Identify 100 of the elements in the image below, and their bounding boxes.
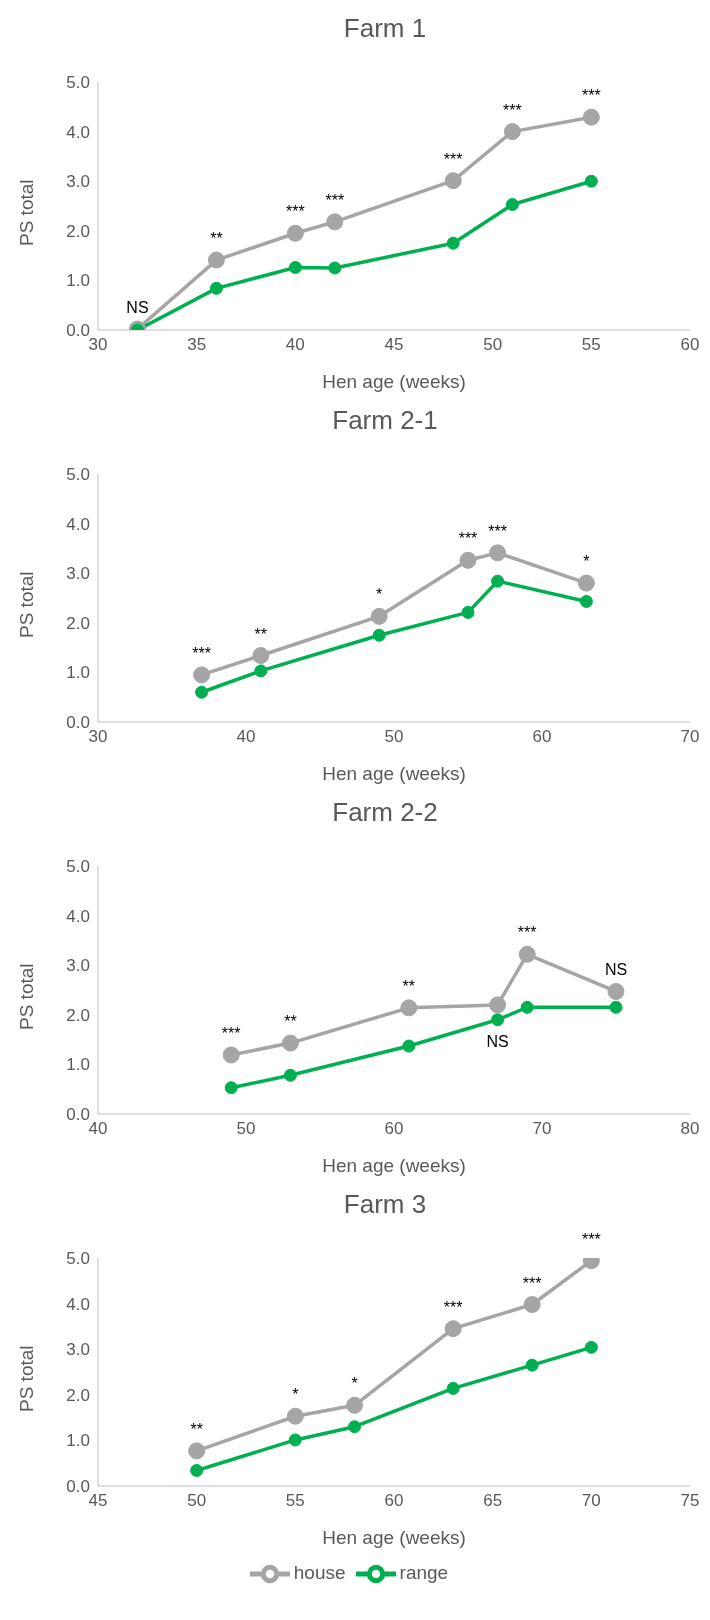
point [372, 628, 386, 642]
x-tick-label: 40 [236, 727, 256, 747]
y-axis-title: PS total [15, 963, 37, 1030]
point [577, 574, 595, 592]
annotation: *** [458, 530, 478, 548]
point [446, 236, 460, 250]
x-axis-title: Hen age (weeks) [322, 1527, 466, 1548]
y-tick-label: 3.0 [66, 172, 90, 192]
y-tick-label: 0.0 [66, 1105, 90, 1125]
y-axis-title: PS total [15, 571, 37, 638]
annotation: *** [522, 1274, 542, 1292]
annotation: ** [402, 977, 416, 995]
chart-title: Farm 2-2 [331, 796, 439, 829]
x-tick-label: 60 [384, 1491, 404, 1511]
x-tick-label: 45 [88, 1491, 108, 1511]
x-tick-label: 70 [680, 727, 700, 747]
y-tick-label: 0.0 [66, 1477, 90, 1497]
x-axis-title: Hen age (weeks) [322, 371, 466, 392]
point [370, 607, 388, 625]
point [400, 999, 418, 1017]
point [503, 123, 521, 141]
annotation: *** [192, 644, 211, 662]
annotation: * [583, 553, 590, 571]
x-tick-label: 70 [532, 1119, 552, 1139]
point [252, 647, 270, 665]
point [326, 213, 344, 231]
legend-label: house [293, 1562, 346, 1584]
x-tick-label: 50 [483, 335, 503, 355]
point [459, 551, 477, 569]
y-axis-title: PS total [15, 1345, 37, 1412]
point [288, 1433, 302, 1447]
point [190, 1464, 204, 1477]
x-tick-label: 30 [88, 727, 108, 747]
annotation: *** [581, 1230, 601, 1248]
x-tick-label: 40 [285, 335, 305, 355]
point [281, 1034, 299, 1052]
point [444, 172, 462, 190]
point [489, 996, 507, 1014]
x-axis-title: Hen age (weeks) [322, 763, 466, 784]
y-tick-label: 1.0 [66, 663, 90, 683]
chart-title: Farm 1 [342, 12, 428, 45]
x-tick-label: 50 [236, 1119, 256, 1139]
point [518, 945, 536, 963]
x-axis-title: Hen age (weeks) [322, 1155, 466, 1176]
point [520, 1000, 534, 1014]
annotation: *** [517, 924, 537, 942]
x-tick-label: 80 [680, 1119, 700, 1139]
y-tick-label: 2.0 [66, 1385, 90, 1405]
point [286, 1407, 304, 1425]
point [188, 1442, 206, 1460]
x-tick-label: 40 [88, 1119, 108, 1139]
x-tick-label: 50 [187, 1491, 207, 1511]
x-tick-label: 75 [680, 1491, 700, 1511]
point [584, 1340, 598, 1354]
y-tick-label: 4.0 [66, 1294, 90, 1314]
y-tick-label: 0.0 [66, 321, 90, 341]
point [582, 108, 600, 126]
point [224, 1081, 238, 1095]
annotation: *** [443, 1298, 463, 1316]
annotation: *** [503, 101, 522, 119]
x-tick-label: 55 [581, 335, 601, 355]
annotation: ** [284, 1013, 297, 1031]
x-tick-label: 50 [384, 727, 404, 747]
point [193, 666, 211, 684]
annotation: NS [604, 961, 628, 979]
point [328, 261, 342, 275]
y-tick-label: 4.0 [66, 906, 90, 926]
y-tick-label: 2.0 [66, 221, 90, 241]
annotation: NS [126, 299, 149, 317]
point [254, 664, 268, 678]
y-tick-label: 4.0 [66, 122, 90, 142]
x-tick-label: 60 [532, 727, 552, 747]
x-tick-label: 60 [384, 1119, 404, 1139]
point [402, 1039, 416, 1053]
x-tick-label: 60 [680, 335, 700, 355]
y-tick-label: 1.0 [66, 1431, 90, 1451]
annotation: ** [190, 1420, 203, 1438]
point [288, 261, 302, 274]
point [207, 251, 225, 269]
x-tick-label: 35 [187, 335, 207, 355]
y-tick-label: 4.0 [66, 514, 90, 534]
x-tick-label: 65 [483, 1491, 503, 1511]
annotation: *** [488, 522, 507, 540]
annotation: *** [443, 150, 463, 168]
point [523, 1296, 541, 1314]
y-tick-label: 3.0 [66, 1340, 90, 1360]
y-tick-label: 3.0 [66, 956, 90, 976]
legend-label: range [399, 1562, 449, 1584]
annotation: *** [581, 87, 601, 105]
point [489, 544, 507, 562]
point [607, 982, 625, 1000]
point [286, 224, 304, 242]
y-tick-label: 3.0 [66, 564, 90, 584]
annotation: ** [254, 625, 268, 643]
point [579, 594, 593, 608]
point [461, 605, 475, 619]
y-tick-label: 0.0 [66, 713, 90, 733]
annotation: ** [210, 230, 223, 248]
annotation: * [292, 1386, 299, 1404]
y-tick-label: 5.0 [66, 73, 90, 93]
